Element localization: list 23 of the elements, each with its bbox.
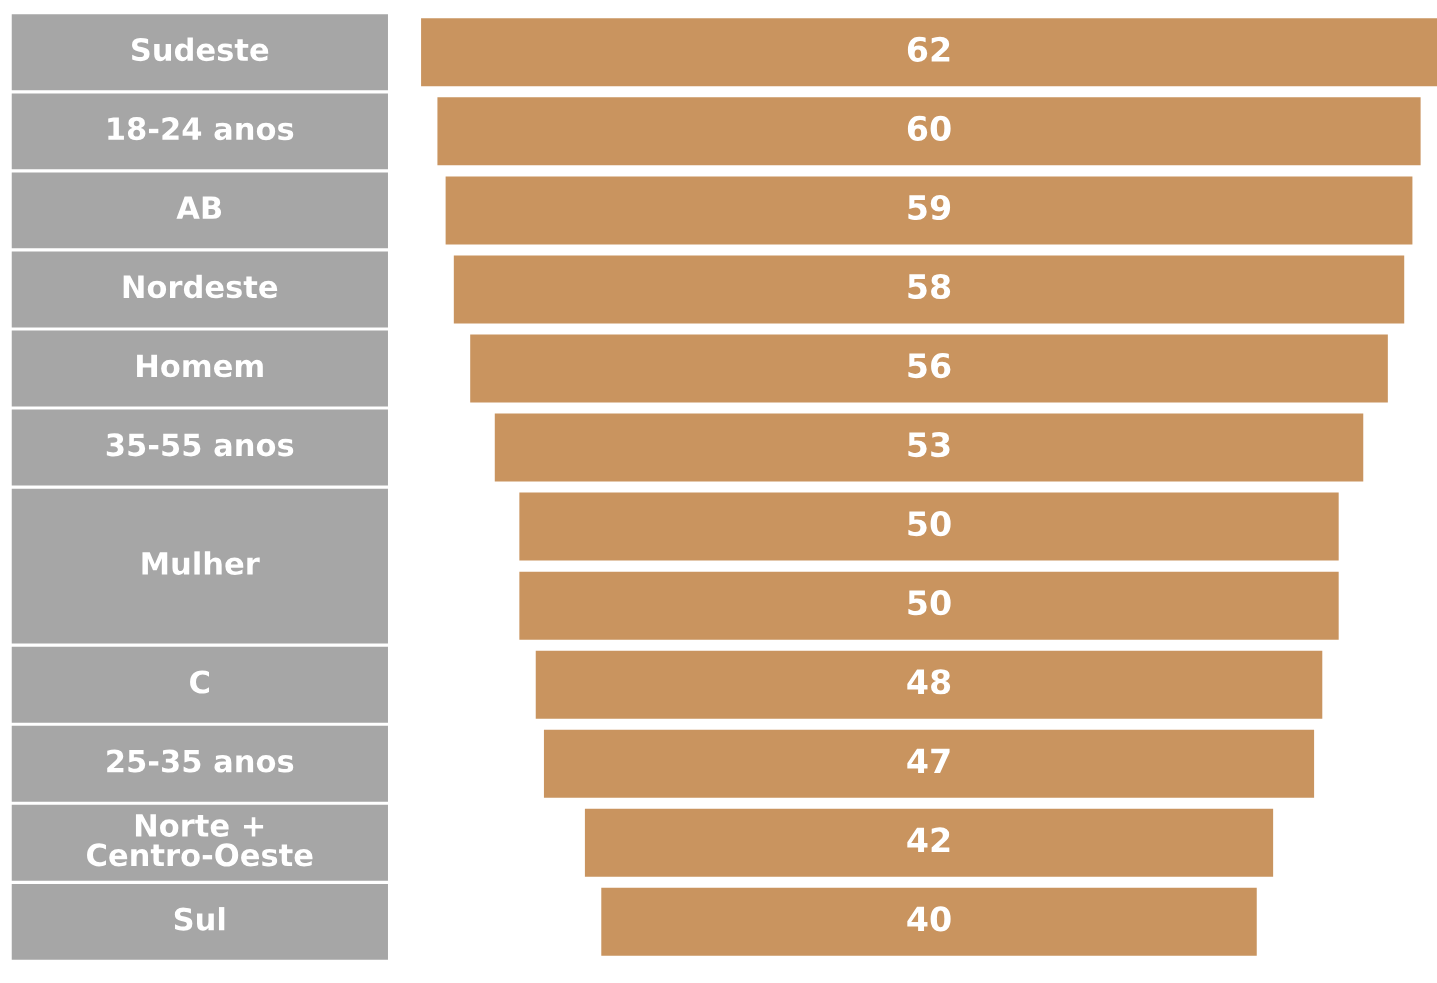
category-label: Homem <box>137 354 263 378</box>
data-label: 59 <box>908 194 951 221</box>
data-label: 56 <box>908 352 951 379</box>
data-label: 53 <box>908 432 950 458</box>
category-label: AB <box>176 196 222 219</box>
category-label: 18-24 anos <box>108 117 294 141</box>
category-label: Sul <box>174 907 225 931</box>
data-label: 50 <box>908 590 951 616</box>
data-label: 40 <box>907 906 951 932</box>
data-label: 58 <box>908 273 951 300</box>
category-label: Mulher <box>142 551 260 575</box>
data-label: 47 <box>907 748 950 773</box>
data-label: 62 <box>907 36 950 62</box>
category-label: 35-55 anos <box>106 433 294 457</box>
category-label: Nordeste <box>123 274 278 299</box>
category-label: 25-35 anos <box>107 749 294 773</box>
category-label: Sudeste <box>132 37 269 62</box>
data-label: 60 <box>907 115 951 142</box>
data-label: 42 <box>907 827 950 852</box>
category-label: Norte + Centro-Oeste <box>87 814 313 867</box>
category-label: C <box>190 670 209 694</box>
data-label: 48 <box>907 669 951 695</box>
data-label: 50 <box>908 511 951 537</box>
